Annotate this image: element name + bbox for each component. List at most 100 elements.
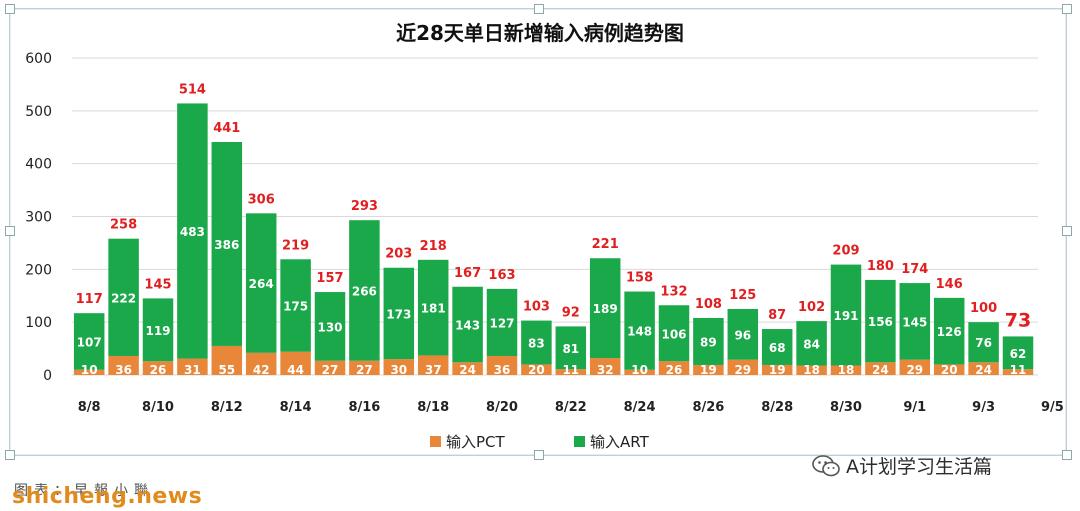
data-label-pct: 26 [666, 363, 683, 377]
bar-pct [761, 364, 793, 375]
x-tick-label: 8/16 [348, 400, 380, 415]
x-tick-label: 8/28 [761, 400, 793, 415]
bar-pct [521, 364, 552, 375]
x-tick-label: 8/26 [692, 400, 724, 415]
wechat-icon [812, 454, 840, 477]
bar-art [693, 317, 724, 365]
resize-handle-tr[interactable] [1062, 4, 1072, 14]
bar-pct [349, 360, 380, 375]
data-label-art: 148 [627, 325, 652, 339]
data-label-art: 126 [937, 325, 962, 339]
y-tick-label: 500 [25, 104, 52, 120]
data-label-total: 306 [248, 192, 275, 207]
x-tick-label: 8/18 [417, 400, 449, 415]
data-label-pct: 27 [356, 363, 373, 377]
data-label-art: 181 [421, 302, 446, 316]
data-label-total: 258 [110, 218, 137, 233]
resize-handle-top[interactable] [534, 4, 544, 14]
data-label-art: 189 [593, 302, 618, 316]
bar-pct [830, 365, 862, 375]
bar-pct [314, 360, 346, 375]
bar-pct [933, 364, 965, 375]
bar-pct [177, 358, 208, 375]
data-label-total: 146 [936, 277, 963, 292]
data-label-art: 62 [1010, 347, 1027, 361]
bar-art [245, 213, 277, 353]
x-tick-label: 8/10 [142, 400, 174, 415]
resize-handle-left[interactable] [5, 226, 15, 236]
data-label-art: 156 [868, 315, 893, 329]
resize-handle-tl[interactable] [5, 4, 15, 14]
bar-art [933, 297, 965, 365]
bar-pct [865, 362, 896, 375]
data-label-art: 96 [734, 328, 751, 342]
x-tick-label: 8/8 [78, 400, 101, 415]
bar-art [589, 258, 621, 359]
x-tick-label: 8/20 [486, 400, 518, 415]
bar-art [108, 238, 139, 356]
bar-art [830, 264, 862, 366]
data-label-total: 132 [660, 284, 687, 299]
footer-site: shicheng.news [12, 484, 203, 509]
resize-handle-right[interactable] [1062, 226, 1072, 236]
resize-handle-bottom[interactable] [534, 450, 544, 460]
bar-art [417, 259, 449, 356]
x-tick-label: 8/12 [211, 400, 243, 415]
bar-pct [899, 359, 931, 375]
data-label-total: 219 [282, 238, 309, 253]
bar-pct [142, 361, 174, 375]
bar-art [280, 259, 311, 352]
bar-pct [624, 369, 655, 375]
bar-chart: 近28天单日新增输入病例趋势图 0 100 200 300 400 500 600 10 107 1… [25, 21, 1064, 451]
data-label-art: 173 [386, 307, 411, 321]
data-label-total: 174 [901, 262, 928, 277]
bar-art [761, 329, 793, 365]
data-label-art: 119 [145, 324, 170, 338]
watermark-text: A计划学习生活篇 [846, 456, 992, 478]
data-label-pct: 20 [528, 363, 545, 377]
x-tick-label: 8/24 [624, 400, 656, 415]
bar-pct [727, 359, 759, 375]
data-label-art: 81 [562, 342, 579, 356]
bar-art [383, 267, 415, 360]
y-tick-label: 600 [25, 51, 52, 67]
data-label-pct: 19 [769, 363, 786, 377]
bar-art [658, 305, 690, 362]
bar-art [968, 322, 999, 363]
data-label-pct: 36 [115, 363, 132, 377]
bar-pct [73, 369, 105, 375]
data-label-art: 84 [803, 337, 820, 351]
bar-pct [658, 361, 690, 375]
bar-art [624, 291, 655, 370]
x-tick-label: 9/5 [1041, 400, 1064, 415]
x-tick-label: 8/30 [830, 400, 862, 415]
data-label-art: 145 [902, 315, 927, 329]
footer-caption: 图表：早報小聯 [14, 483, 154, 499]
data-label-total: 117 [76, 292, 103, 307]
data-label-art: 266 [352, 284, 377, 298]
data-label-pct: 18 [803, 363, 820, 377]
y-tick-label: 100 [25, 315, 52, 331]
resize-handle-bl[interactable] [5, 450, 15, 460]
data-label-total: 167 [454, 266, 481, 281]
data-label-total: 218 [420, 239, 447, 254]
data-label-art: 89 [700, 335, 717, 349]
data-label-total: 145 [144, 277, 171, 292]
bar-art [142, 298, 174, 362]
data-label-pct: 29 [906, 363, 923, 377]
data-label-total: 158 [626, 271, 653, 286]
bar-pct [796, 365, 827, 375]
data-label-total: 157 [316, 271, 343, 286]
legend-swatch [574, 436, 585, 447]
resize-handle-br[interactable] [1062, 450, 1072, 460]
data-label-pct: 44 [287, 363, 304, 377]
bar-pct [245, 352, 277, 375]
bar-pct [452, 362, 483, 375]
y-tick-label: 300 [25, 210, 52, 226]
data-label-art: 386 [214, 238, 239, 252]
data-label-art: 264 [249, 277, 274, 291]
legend-swatch [430, 436, 441, 447]
data-label-total: 180 [867, 259, 894, 274]
data-label-total: 203 [385, 247, 412, 262]
bar-art [727, 308, 759, 360]
